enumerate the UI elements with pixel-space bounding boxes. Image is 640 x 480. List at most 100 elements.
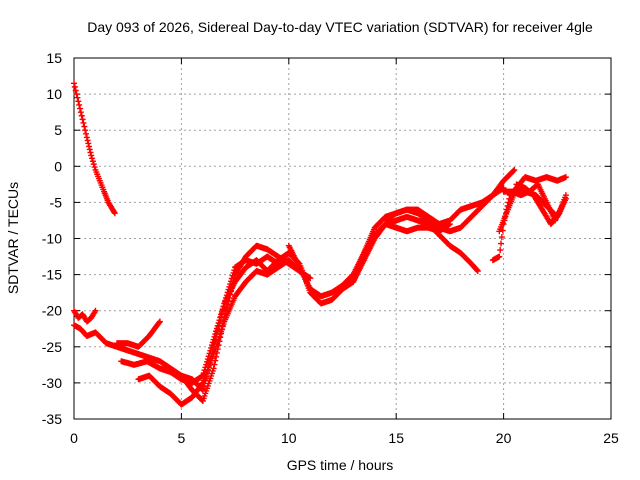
data-point-marker [86,143,93,150]
data-point-marker [83,134,90,141]
data-point-marker [77,105,84,112]
data-point-marker [77,109,84,116]
data-point-marker [213,328,220,335]
data-point-marker [212,331,219,338]
data-point-marker [199,372,206,379]
data-point-marker [231,267,238,274]
y-tick-label: -10 [42,231,62,247]
y-tick-label: 15 [46,50,62,66]
y-axis-title: SDTVAR / TECUs [5,182,21,294]
data-point-marker [156,318,163,325]
data-point-marker [86,146,93,153]
y-tick-label: -20 [42,303,62,319]
data-point-marker [111,210,118,217]
data-point-marker [510,167,517,174]
data-point-marker [498,234,505,241]
data-point-marker [210,365,217,372]
data-point-marker [205,353,212,360]
data-point-marker [214,322,221,329]
data-point-marker [230,269,237,276]
grid-layer [74,58,611,419]
data-point-marker [91,164,98,171]
data-point-marker [219,306,226,313]
series-layer [71,80,569,408]
data-point-marker [200,369,207,376]
x-tick-label: 0 [70,430,78,446]
data-point-marker [562,192,569,199]
data-point-marker [229,272,236,279]
data-point-marker [83,130,90,137]
series-arc-2 [71,307,99,325]
data-point-marker [218,308,225,315]
series-arc-8 [285,184,507,300]
series-arc-4 [113,318,163,350]
y-tick-label: 10 [46,86,62,102]
data-point-marker [76,101,83,108]
data-point-marker [78,112,85,119]
data-point-marker [206,350,213,357]
y-tick-label: 0 [54,158,62,174]
data-point-marker [555,211,562,218]
data-point-marker [156,319,163,326]
data-point-marker [218,311,225,318]
data-point-marker [73,91,80,98]
series-arc-1 [71,80,118,217]
data-point-marker [210,336,217,343]
x-tick-label: 25 [603,430,619,446]
data-point-marker [228,275,235,282]
data-point-marker [307,275,314,282]
chart-title: Day 093 of 2026, Sidereal Day-to-day VTE… [87,19,593,35]
data-point-marker [201,367,208,374]
data-point-marker [87,149,94,156]
y-tick-label: -25 [42,339,62,355]
data-point-marker [80,119,87,126]
x-tick-label: 15 [388,430,404,446]
series-arc-12 [496,174,569,235]
x-axis-title: GPS time / hours [287,457,394,473]
tick-layer: 0 5 10 15 20 25 15 10 5 0 -5 -10 -15 -20 -25 -30 -35 [42,50,619,446]
data-point-marker [199,381,206,388]
data-point-marker [207,347,214,354]
series-arc-10 [382,166,518,235]
data-point-marker [562,174,569,181]
data-point-marker [92,307,99,314]
data-point-marker [208,344,215,351]
y-tick-label: -5 [50,194,63,210]
x-tick-label: 10 [281,430,297,446]
data-point-marker [220,303,227,310]
data-point-marker [474,267,481,274]
y-tick-label: -30 [42,375,62,391]
data-point-marker [90,161,97,168]
data-point-marker [217,314,224,321]
y-tick-label: -35 [42,411,62,427]
data-point-marker [72,87,79,94]
data-point-marker [85,140,92,147]
data-point-marker [84,137,91,144]
data-point-marker [82,127,89,134]
data-point-marker [203,361,210,368]
data-point-marker [74,94,81,101]
data-point-marker [215,319,222,326]
y-tick-label: -15 [42,267,62,283]
x-tick-label: 5 [178,430,186,446]
data-point-marker [202,364,209,371]
data-point-marker [81,123,88,130]
data-point-marker [498,240,505,247]
data-point-marker [75,98,82,105]
data-point-marker [89,158,96,165]
data-point-marker [204,356,211,363]
data-point-marker [209,339,216,346]
data-point-marker [216,317,223,324]
data-point-marker [208,342,215,349]
data-point-marker [71,83,78,90]
data-point-marker [89,155,96,162]
data-point-marker [79,116,86,123]
data-point-marker [88,152,95,159]
y-tick-label: 5 [54,122,62,138]
data-point-marker [213,325,220,332]
data-point-marker [111,209,118,216]
data-point-marker [496,253,503,260]
data-point-marker [211,333,218,340]
